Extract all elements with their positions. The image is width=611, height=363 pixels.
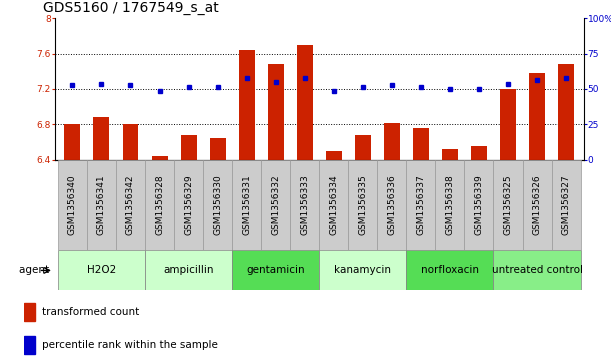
Bar [58,160,87,250]
Bar [406,160,436,250]
Text: ampicillin: ampicillin [163,265,214,276]
Bar [348,160,378,250]
Bar [552,160,580,250]
Bar [494,250,580,290]
Bar [232,160,261,250]
Bar [58,250,145,290]
Bar [500,89,516,160]
Text: GSM1356340: GSM1356340 [68,175,77,236]
Text: GSM1356328: GSM1356328 [155,175,164,236]
Text: GSM1356341: GSM1356341 [97,175,106,236]
Text: GSM1356339: GSM1356339 [475,175,483,236]
Text: GSM1356331: GSM1356331 [242,175,251,236]
Text: GSM1356333: GSM1356333 [300,175,309,236]
Text: gentamicin: gentamicin [246,265,305,276]
Bar [522,160,552,250]
Bar [319,250,406,290]
Bar [239,50,255,160]
Text: GSM1356327: GSM1356327 [562,175,571,236]
Text: norfloxacin: norfloxacin [421,265,479,276]
Bar [152,156,167,160]
Bar [290,160,319,250]
Bar [464,160,494,250]
Bar [326,151,342,160]
Text: GSM1356325: GSM1356325 [503,175,513,236]
Text: GSM1356342: GSM1356342 [126,175,135,235]
Bar [232,250,319,290]
Bar [210,138,225,160]
Bar [116,160,145,250]
Bar [181,135,197,160]
Bar [123,125,139,160]
Text: GDS5160 / 1767549_s_at: GDS5160 / 1767549_s_at [43,0,219,15]
Bar [436,160,464,250]
Bar [378,160,406,250]
Bar [297,45,313,160]
Text: agent: agent [18,265,52,276]
Text: GSM1356326: GSM1356326 [533,175,541,236]
Bar [384,123,400,160]
Text: GSM1356337: GSM1356337 [416,175,425,236]
Text: GSM1356332: GSM1356332 [271,175,280,236]
Text: GSM1356330: GSM1356330 [213,175,222,236]
Bar [558,64,574,160]
Bar [174,160,203,250]
Text: GSM1356334: GSM1356334 [329,175,338,236]
Bar [442,149,458,160]
Text: kanamycin: kanamycin [334,265,391,276]
Text: untreated control: untreated control [491,265,582,276]
Text: transformed count: transformed count [42,307,139,317]
Text: H2O2: H2O2 [87,265,116,276]
Bar [406,250,494,290]
Text: percentile rank within the sample: percentile rank within the sample [42,340,218,350]
Text: GSM1356329: GSM1356329 [184,175,193,236]
Bar [24,336,35,354]
Bar [87,160,116,250]
Bar [145,250,232,290]
Bar [355,135,371,160]
Bar [203,160,232,250]
Bar [268,64,284,160]
Bar [93,117,109,160]
Text: GSM1356335: GSM1356335 [358,175,367,236]
Bar [494,160,522,250]
Bar [413,128,429,160]
Bar [64,125,81,160]
Text: GSM1356338: GSM1356338 [445,175,455,236]
Bar [319,160,348,250]
Bar [145,160,174,250]
Bar [471,146,487,160]
Bar [24,303,35,321]
Text: GSM1356336: GSM1356336 [387,175,397,236]
Bar [529,73,545,160]
Bar [261,160,290,250]
